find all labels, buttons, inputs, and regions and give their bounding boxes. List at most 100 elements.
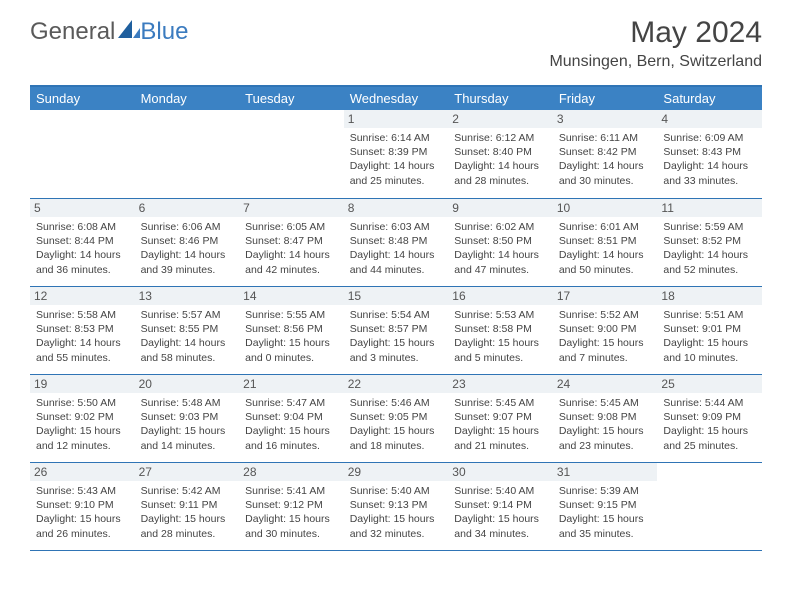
day-number: 8 bbox=[344, 199, 449, 217]
sunset-line: Sunset: 8:46 PM bbox=[141, 234, 234, 248]
day-number: 7 bbox=[239, 199, 344, 217]
day-number: 2 bbox=[448, 110, 553, 128]
sunset-line: Sunset: 9:14 PM bbox=[454, 498, 547, 512]
sunset-line: Sunset: 9:12 PM bbox=[245, 498, 338, 512]
day-number: 20 bbox=[135, 375, 240, 393]
day-details: Sunrise: 6:12 AMSunset: 8:40 PMDaylight:… bbox=[454, 131, 547, 188]
day-number: 29 bbox=[344, 463, 449, 481]
week-row: 5Sunrise: 6:08 AMSunset: 8:44 PMDaylight… bbox=[30, 198, 762, 286]
sunrise-line: Sunrise: 5:39 AM bbox=[559, 484, 652, 498]
day-details: Sunrise: 5:58 AMSunset: 8:53 PMDaylight:… bbox=[36, 308, 129, 365]
day-cell: 19Sunrise: 5:50 AMSunset: 9:02 PMDayligh… bbox=[30, 375, 135, 462]
sunrise-line: Sunrise: 6:02 AM bbox=[454, 220, 547, 234]
day-number: 28 bbox=[239, 463, 344, 481]
sunset-line: Sunset: 8:50 PM bbox=[454, 234, 547, 248]
weekday-wednesday: Wednesday bbox=[344, 87, 449, 110]
day-number: 12 bbox=[30, 287, 135, 305]
day-number: 5 bbox=[30, 199, 135, 217]
day-number: 1 bbox=[344, 110, 449, 128]
day-cell: 16Sunrise: 5:53 AMSunset: 8:58 PMDayligh… bbox=[448, 287, 553, 374]
sunrise-line: Sunrise: 5:42 AM bbox=[141, 484, 234, 498]
month-title: May 2024 bbox=[549, 16, 762, 50]
daylight-line: Daylight: 14 hours and 52 minutes. bbox=[663, 248, 756, 276]
day-details: Sunrise: 6:11 AMSunset: 8:42 PMDaylight:… bbox=[559, 131, 652, 188]
day-details: Sunrise: 6:09 AMSunset: 8:43 PMDaylight:… bbox=[663, 131, 756, 188]
week-row: 26Sunrise: 5:43 AMSunset: 9:10 PMDayligh… bbox=[30, 462, 762, 550]
sunset-line: Sunset: 8:40 PM bbox=[454, 145, 547, 159]
day-details: Sunrise: 5:59 AMSunset: 8:52 PMDaylight:… bbox=[663, 220, 756, 277]
sunrise-line: Sunrise: 5:55 AM bbox=[245, 308, 338, 322]
sunset-line: Sunset: 8:44 PM bbox=[36, 234, 129, 248]
day-number: 30 bbox=[448, 463, 553, 481]
logo-text-general: General bbox=[30, 18, 115, 46]
sunrise-line: Sunrise: 5:59 AM bbox=[663, 220, 756, 234]
week-row: 1Sunrise: 6:14 AMSunset: 8:39 PMDaylight… bbox=[30, 110, 762, 198]
day-cell: 23Sunrise: 5:45 AMSunset: 9:07 PMDayligh… bbox=[448, 375, 553, 462]
calendar: Sunday Monday Tuesday Wednesday Thursday… bbox=[30, 85, 762, 551]
day-number: 10 bbox=[553, 199, 658, 217]
sunset-line: Sunset: 9:13 PM bbox=[350, 498, 443, 512]
day-cell: 1Sunrise: 6:14 AMSunset: 8:39 PMDaylight… bbox=[344, 110, 449, 198]
sunrise-line: Sunrise: 5:53 AM bbox=[454, 308, 547, 322]
sunset-line: Sunset: 8:52 PM bbox=[663, 234, 756, 248]
daylight-line: Daylight: 15 hours and 25 minutes. bbox=[663, 424, 756, 452]
daylight-line: Daylight: 15 hours and 3 minutes. bbox=[350, 336, 443, 364]
sunset-line: Sunset: 9:08 PM bbox=[559, 410, 652, 424]
day-number: 3 bbox=[553, 110, 658, 128]
sunrise-line: Sunrise: 5:50 AM bbox=[36, 396, 129, 410]
day-details: Sunrise: 5:45 AMSunset: 9:07 PMDaylight:… bbox=[454, 396, 547, 453]
sunrise-line: Sunrise: 6:11 AM bbox=[559, 131, 652, 145]
day-cell: 22Sunrise: 5:46 AMSunset: 9:05 PMDayligh… bbox=[344, 375, 449, 462]
sunrise-line: Sunrise: 6:08 AM bbox=[36, 220, 129, 234]
sunset-line: Sunset: 8:58 PM bbox=[454, 322, 547, 336]
daylight-line: Daylight: 15 hours and 32 minutes. bbox=[350, 512, 443, 540]
day-cell: 26Sunrise: 5:43 AMSunset: 9:10 PMDayligh… bbox=[30, 463, 135, 550]
sunset-line: Sunset: 9:10 PM bbox=[36, 498, 129, 512]
day-details: Sunrise: 5:50 AMSunset: 9:02 PMDaylight:… bbox=[36, 396, 129, 453]
sunset-line: Sunset: 9:15 PM bbox=[559, 498, 652, 512]
day-cell: 12 Sunrise: 5:58 AMSunset: 8:53 PMDayligh… bbox=[30, 287, 135, 374]
daylight-line: Daylight: 14 hours and 39 minutes. bbox=[141, 248, 234, 276]
day-cell: 8Sunrise: 6:03 AMSunset: 8:48 PMDaylight… bbox=[344, 199, 449, 286]
sunrise-line: Sunrise: 6:12 AM bbox=[454, 131, 547, 145]
sunset-line: Sunset: 9:03 PM bbox=[141, 410, 234, 424]
empty-cell bbox=[30, 110, 135, 198]
day-details: Sunrise: 5:40 AMSunset: 9:14 PMDaylight:… bbox=[454, 484, 547, 541]
day-details: Sunrise: 5:46 AMSunset: 9:05 PMDaylight:… bbox=[350, 396, 443, 453]
day-cell: 14Sunrise: 5:55 AMSunset: 8:56 PMDayligh… bbox=[239, 287, 344, 374]
weekday-sunday: Sunday bbox=[30, 87, 135, 110]
day-details: Sunrise: 5:57 AMSunset: 8:55 PMDaylight:… bbox=[141, 308, 234, 365]
day-number: 24 bbox=[553, 375, 658, 393]
sunset-line: Sunset: 8:51 PM bbox=[559, 234, 652, 248]
empty-cell bbox=[239, 110, 344, 198]
sunrise-line: Sunrise: 5:54 AM bbox=[350, 308, 443, 322]
sunrise-line: Sunrise: 5:47 AM bbox=[245, 396, 338, 410]
daylight-line: Daylight: 15 hours and 23 minutes. bbox=[559, 424, 652, 452]
day-cell: 5 Sunrise: 6:08 AMSunset: 8:44 PMDaylight… bbox=[30, 199, 135, 286]
week-row: 12 Sunrise: 5:58 AMSunset: 8:53 PMDayligh… bbox=[30, 286, 762, 374]
sunrise-line: Sunrise: 6:09 AM bbox=[663, 131, 756, 145]
daylight-line: Daylight: 15 hours and 16 minutes. bbox=[245, 424, 338, 452]
logo: General Blue bbox=[30, 18, 188, 46]
daylight-line: Daylight: 14 hours and 55 minutes. bbox=[36, 336, 129, 364]
weekday-thursday: Thursday bbox=[448, 87, 553, 110]
daylight-line: Daylight: 15 hours and 26 minutes. bbox=[36, 512, 129, 540]
day-details: Sunrise: 6:08 AMSunset: 8:44 PMDaylight:… bbox=[36, 220, 129, 277]
sunset-line: Sunset: 9:00 PM bbox=[559, 322, 652, 336]
day-number: 4 bbox=[657, 110, 762, 128]
sunset-line: Sunset: 9:04 PM bbox=[245, 410, 338, 424]
daylight-line: Daylight: 14 hours and 28 minutes. bbox=[454, 159, 547, 187]
day-number: 15 bbox=[344, 287, 449, 305]
page-header: General Blue May 2024 Munsingen, Bern, S… bbox=[0, 0, 792, 75]
sunset-line: Sunset: 8:53 PM bbox=[36, 322, 129, 336]
day-cell: 24Sunrise: 5:45 AMSunset: 9:08 PMDayligh… bbox=[553, 375, 658, 462]
weekday-header: Sunday Monday Tuesday Wednesday Thursday… bbox=[30, 87, 762, 110]
day-cell: 17Sunrise: 5:52 AMSunset: 9:00 PMDayligh… bbox=[553, 287, 658, 374]
day-details: Sunrise: 5:48 AMSunset: 9:03 PMDaylight:… bbox=[141, 396, 234, 453]
daylight-line: Daylight: 15 hours and 28 minutes. bbox=[141, 512, 234, 540]
sunrise-line: Sunrise: 5:41 AM bbox=[245, 484, 338, 498]
sunset-line: Sunset: 8:48 PM bbox=[350, 234, 443, 248]
sunrise-line: Sunrise: 5:57 AM bbox=[141, 308, 234, 322]
sunrise-line: Sunrise: 6:01 AM bbox=[559, 220, 652, 234]
daylight-line: Daylight: 14 hours and 25 minutes. bbox=[350, 159, 443, 187]
